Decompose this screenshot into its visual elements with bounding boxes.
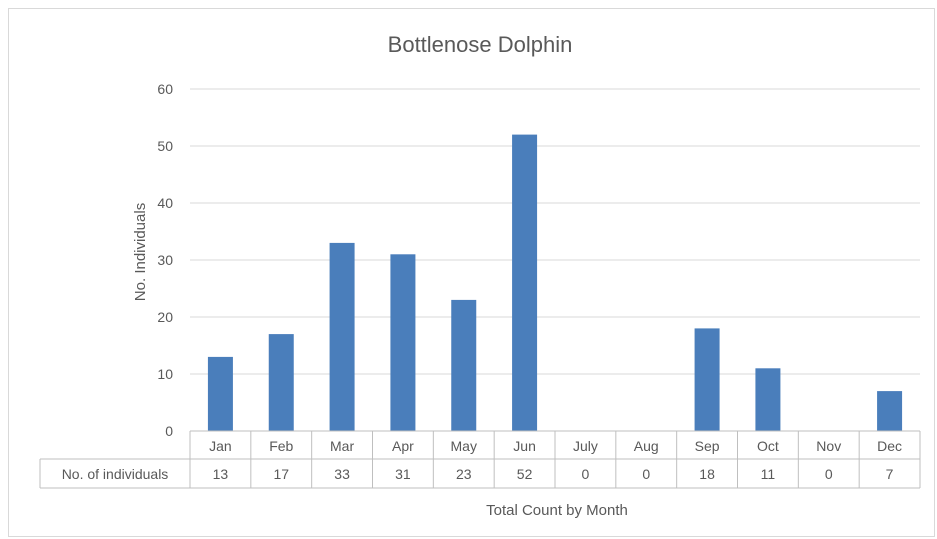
table-value-apr: 31 [395, 466, 411, 482]
x-tick-label-jan: Jan [209, 438, 232, 454]
bar-sep [694, 328, 720, 431]
x-tick-label-aug: Aug [634, 438, 659, 454]
x-tick-label-may: May [451, 438, 477, 454]
bar-oct [755, 368, 781, 431]
bars [207, 134, 903, 431]
x-tick-label-july: July [573, 438, 598, 454]
y-tick-label-5: 50 [157, 138, 173, 154]
table-value-may: 23 [456, 466, 472, 482]
x-axis-title: Total Count by Month [486, 502, 628, 519]
y-tick-label-6: 60 [157, 81, 173, 97]
x-tick-label-nov: Nov [816, 438, 841, 454]
chart-frame [8, 8, 935, 537]
x-tick-label-jun: Jun [513, 438, 536, 454]
y-tick-label-1: 10 [157, 366, 173, 382]
gridlines [190, 88, 920, 375]
table-value-sep: 18 [699, 466, 715, 482]
y-tick-label-4: 40 [157, 195, 173, 211]
table-value-jan: 13 [213, 466, 229, 482]
bar-dec [877, 391, 903, 431]
table-value-mar: 33 [334, 466, 350, 482]
table-value-july: 0 [582, 466, 590, 482]
bar-mar [329, 242, 355, 431]
bar-apr [390, 254, 416, 431]
x-tick-label-oct: Oct [757, 438, 779, 454]
table-value-dec: 7 [886, 466, 894, 482]
table-value-aug: 0 [642, 466, 650, 482]
y-axis-title: No. Individuals [132, 203, 149, 301]
y-axis-ticks: 0 10 20 30 40 50 60 [157, 81, 173, 439]
table-value-feb: 17 [273, 466, 289, 482]
table-value-jun: 52 [517, 466, 533, 482]
x-tick-label-mar: Mar [330, 438, 354, 454]
x-tick-label-dec: Dec [877, 438, 902, 454]
bar-jan [207, 356, 233, 431]
bar-may [451, 299, 477, 431]
bar-jun [512, 134, 538, 431]
chart-title: Bottlenose Dolphin [388, 32, 573, 57]
y-tick-label-2: 20 [157, 309, 173, 325]
bar-feb [268, 334, 294, 431]
y-tick-label-3: 30 [157, 252, 173, 268]
table-value-oct: 11 [761, 466, 776, 482]
x-tick-label-apr: Apr [392, 438, 414, 454]
data-table: Jan Feb Mar Apr May Jun July Aug Sep Oct Nov Dec No.… [39, 430, 921, 489]
y-tick-label-0: 0 [165, 423, 173, 439]
x-tick-label-feb: Feb [269, 438, 293, 454]
x-tick-label-sep: Sep [695, 438, 720, 454]
table-series-label: No. of individuals [62, 466, 169, 482]
table-value-nov: 0 [825, 466, 833, 482]
